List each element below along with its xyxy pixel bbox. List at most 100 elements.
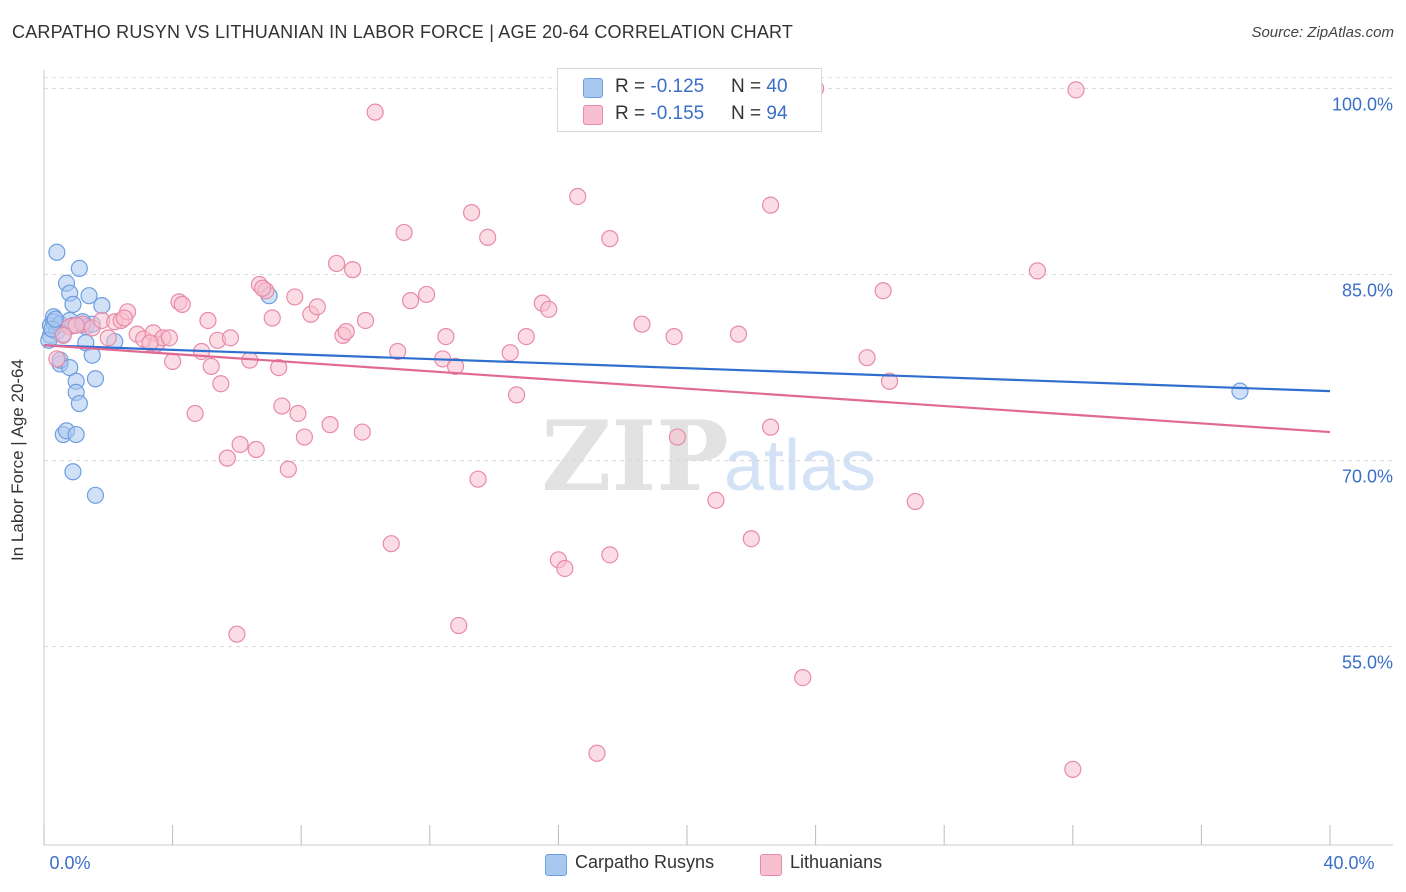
watermark-zip: ZIP bbox=[541, 400, 728, 513]
lithuanian-point bbox=[173, 295, 191, 313]
y-tick-label: 85.0% bbox=[1342, 281, 1393, 301]
carpatho-point bbox=[86, 370, 105, 388]
carpatho-trend-line bbox=[43, 344, 1331, 393]
carpatho-point bbox=[64, 295, 82, 313]
lithuanian-point bbox=[289, 404, 307, 423]
carpatho-point bbox=[93, 297, 111, 315]
lithuanian-point bbox=[668, 428, 686, 446]
lithuanian-point bbox=[344, 261, 362, 279]
lithuanian-point bbox=[54, 326, 72, 344]
legend-r-label: R = bbox=[615, 76, 651, 97]
lithuanian-point bbox=[540, 300, 558, 318]
x-tick-label: 0.0% bbox=[49, 853, 90, 873]
lithuanian-point bbox=[729, 325, 748, 343]
lithuanian-point bbox=[273, 397, 291, 415]
lithuanian-point bbox=[880, 372, 899, 390]
lithuanian-point bbox=[164, 352, 182, 370]
legend-n-value: 94 bbox=[766, 103, 788, 124]
lithuanian-point bbox=[382, 535, 400, 553]
lithuanian-point bbox=[633, 315, 651, 333]
source-label: Source: ZipAtlas.com bbox=[1251, 24, 1394, 41]
lithuanian-point bbox=[569, 187, 587, 206]
lithuanian-point bbox=[761, 196, 780, 214]
bottom-legend-swatch-carpatho bbox=[545, 854, 567, 876]
y-tick-label: 100.0% bbox=[1332, 95, 1393, 115]
lithuanian-point bbox=[160, 329, 178, 347]
carpatho-point bbox=[46, 310, 64, 328]
lithuanian-point bbox=[446, 357, 465, 375]
lithuanian-point bbox=[1028, 262, 1047, 280]
lithuanian-point bbox=[906, 492, 924, 511]
lithuanian-point bbox=[601, 546, 619, 564]
lithuanian-point bbox=[199, 311, 217, 330]
carpatho-point bbox=[67, 425, 85, 444]
carpatho-point bbox=[1231, 382, 1249, 400]
lithuanian-point bbox=[707, 491, 725, 509]
lithuanian-point bbox=[462, 204, 481, 222]
lithuanian-point bbox=[141, 334, 159, 352]
lithuanian-point bbox=[270, 359, 288, 377]
lithuanian-point bbox=[231, 435, 249, 454]
stats-legend: R = -0.125 N = 40 R = -0.155 N = 94 bbox=[557, 68, 822, 132]
chart-title: CARPATHO RUSYN VS LITHUANIAN IN LABOR FO… bbox=[12, 22, 794, 42]
lithuanian-point bbox=[588, 744, 606, 762]
legend-n-label: N = bbox=[731, 103, 767, 124]
legend-swatch-carpatho bbox=[583, 78, 603, 98]
legend-r-label: R = bbox=[615, 103, 651, 124]
legend-r-value: -0.125 bbox=[650, 76, 705, 97]
carpatho-point bbox=[70, 259, 88, 277]
carpatho-point bbox=[64, 463, 82, 481]
legend-r-value: -0.155 bbox=[650, 103, 705, 124]
lithuanian-point bbox=[247, 440, 265, 459]
lithuanian-point bbox=[479, 228, 497, 246]
lithuanian-point bbox=[212, 375, 230, 393]
y-tick-label: 70.0% bbox=[1342, 467, 1393, 487]
lithuanian-point bbox=[353, 423, 371, 441]
lithuanian-point bbox=[450, 616, 468, 635]
lithuanian-point bbox=[218, 449, 236, 467]
lithuanian-point bbox=[228, 625, 246, 643]
lithuanian-point bbox=[501, 344, 519, 362]
lithuanian-point bbox=[517, 328, 535, 346]
lithuanian-trend-line bbox=[43, 344, 1331, 434]
lithuanian-point bbox=[601, 230, 619, 248]
legend-n-value: 40 bbox=[766, 76, 788, 97]
lithuanian-point bbox=[254, 279, 272, 297]
lithuanian-point bbox=[327, 254, 346, 273]
y-tick-label: 55.0% bbox=[1342, 653, 1393, 673]
y-axis-label: In Labor Force | Age 20-64 bbox=[8, 359, 27, 561]
lithuanian-point bbox=[665, 328, 683, 346]
lithuanian-point bbox=[417, 285, 436, 304]
lithuanian-point bbox=[556, 559, 574, 578]
lithuanian-point bbox=[321, 416, 339, 434]
lithuanian-point bbox=[295, 428, 314, 446]
legend-row-carpatho: R = -0.125 N = 40 bbox=[558, 74, 821, 100]
lithuanian-point bbox=[1067, 81, 1085, 99]
carpatho-point bbox=[70, 394, 88, 413]
lithuanian-point bbox=[263, 309, 281, 327]
lithuanian-point bbox=[794, 668, 812, 687]
lithuanian-point bbox=[356, 311, 375, 330]
legend-n-label: N = bbox=[731, 76, 767, 97]
lithuanian-point bbox=[308, 298, 326, 316]
lithuanian-point bbox=[761, 418, 780, 436]
carpatho-point bbox=[86, 486, 105, 504]
lithuanian-point bbox=[508, 386, 526, 404]
lithuanian-point bbox=[366, 103, 384, 121]
lithuanian-point bbox=[874, 282, 892, 300]
lithuanian-point bbox=[286, 288, 304, 306]
carpatho-point bbox=[80, 287, 98, 305]
lithuanian-point bbox=[202, 357, 220, 375]
bottom-legend-label-lithuanian: Lithuanians bbox=[790, 852, 883, 872]
lithuanian-point bbox=[186, 404, 204, 423]
lithuanian-point bbox=[337, 323, 355, 341]
lithuanian-point bbox=[99, 329, 117, 347]
lithuanian-point bbox=[742, 530, 760, 548]
carpatho-point bbox=[48, 243, 66, 261]
bottom-legend-label-carpatho: Carpatho Rusyns bbox=[575, 852, 715, 872]
lithuanian-point bbox=[389, 342, 407, 361]
x-tick-label: 40.0% bbox=[1323, 853, 1374, 873]
lithuanian-point bbox=[67, 316, 85, 335]
lithuanian-point bbox=[115, 309, 133, 327]
